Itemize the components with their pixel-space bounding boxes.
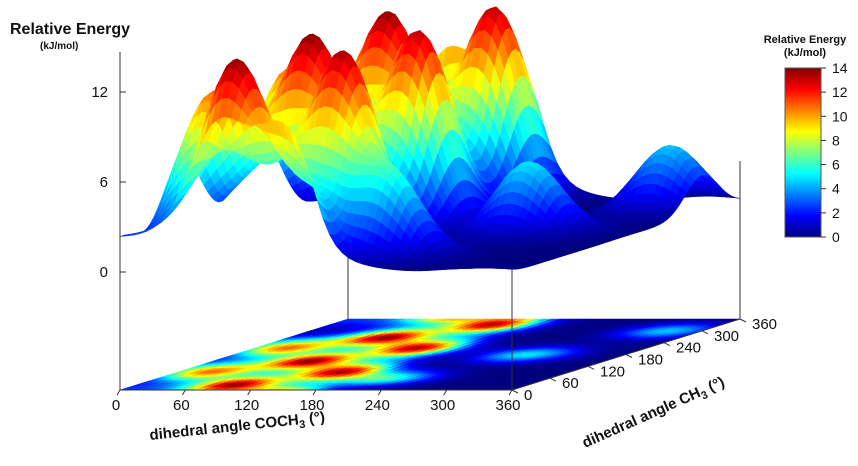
- energy-surface: [120, 7, 740, 271]
